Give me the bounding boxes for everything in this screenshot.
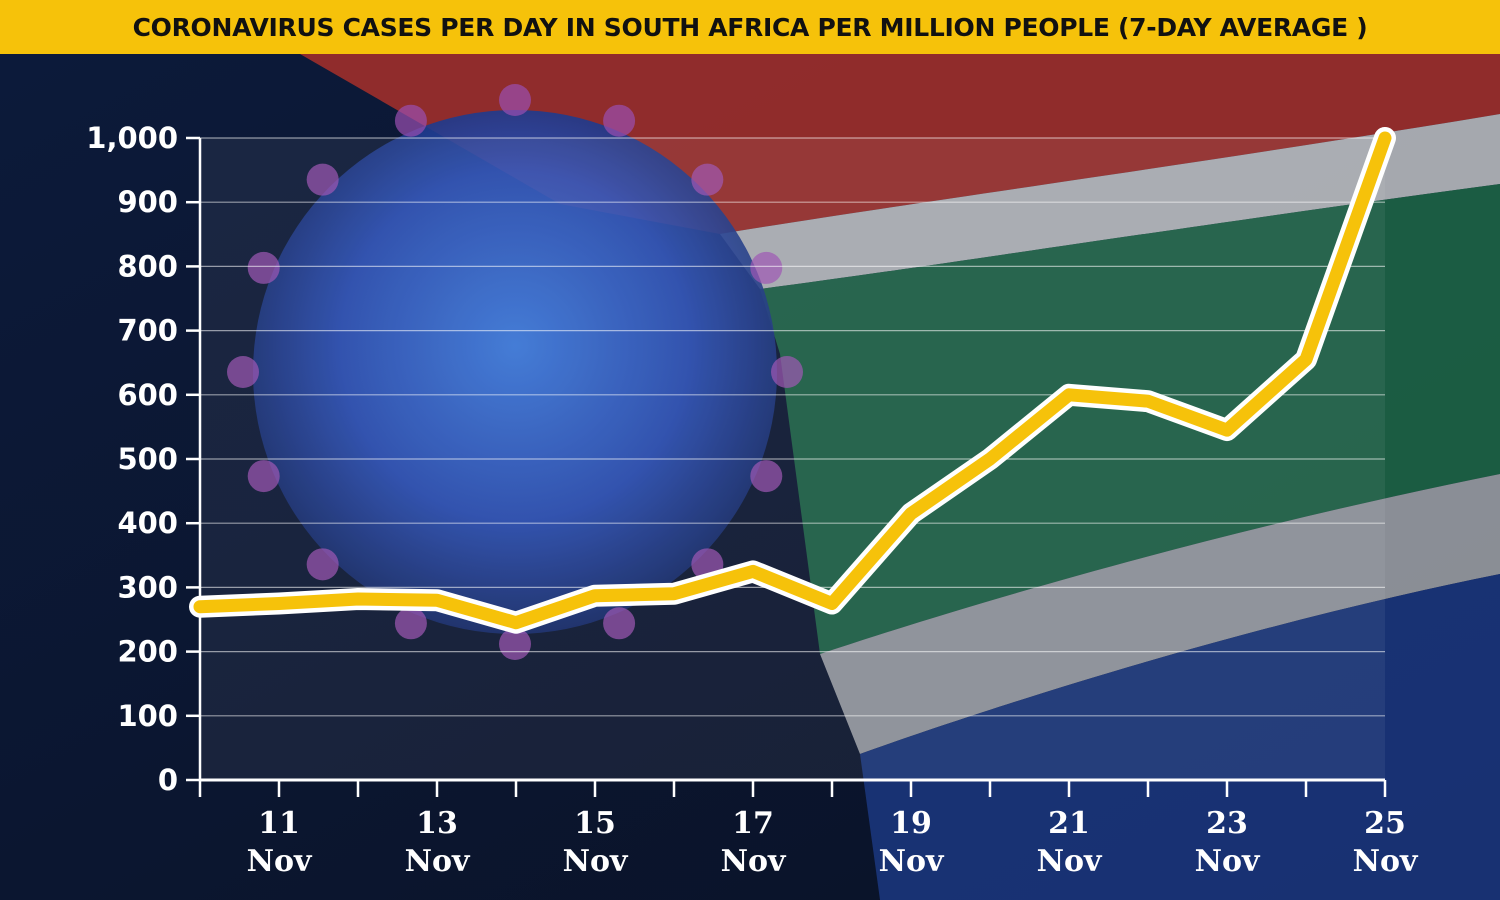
data-point: [1068, 393, 1070, 396]
data-point: [910, 512, 912, 515]
x-tick-label: 11 Nov: [247, 806, 313, 879]
data-point: [1305, 358, 1307, 361]
x-tick-label: 23 Nov: [1195, 806, 1261, 879]
y-tick-label: 400: [117, 506, 178, 540]
grid: [200, 137, 1385, 717]
virus-spike: [394, 104, 427, 137]
flag-blue-band: [860, 574, 1500, 900]
virus-illustration: [227, 84, 803, 660]
flag-white-band-bottom: [820, 474, 1500, 754]
y-tick-label: 500: [117, 442, 178, 476]
virus-spike: [247, 460, 280, 493]
y-tick-label: 300: [117, 570, 178, 604]
virus-body: [253, 110, 777, 634]
y-tick-label: 100: [117, 699, 178, 733]
virus-spike: [750, 460, 783, 493]
virus-spike: [603, 104, 636, 137]
y-tick-label: 800: [117, 249, 178, 283]
x-tick-label: 19 Nov: [879, 806, 945, 879]
data-point: [1147, 400, 1149, 403]
data-point: [989, 458, 991, 460]
virus-spike: [771, 356, 803, 388]
virus-spike: [306, 163, 339, 196]
data-point: [831, 602, 833, 605]
data-point: [594, 594, 596, 597]
y-axis-ticks: 0 100 200 300 400 500 600 700 800 900 1,000: [86, 121, 200, 797]
flag-white-band-top: [720, 114, 1500, 289]
x-tick-label: 15 Nov: [563, 806, 629, 879]
data-point: [199, 605, 201, 608]
x-tick-label: 17 Nov: [721, 806, 787, 879]
title-bar: CORONAVIRUS CASES PER DAY IN SOUTH AFRIC…: [0, 0, 1500, 54]
data-point: [436, 599, 438, 602]
data-point: [673, 592, 675, 595]
virus-spike: [750, 251, 783, 284]
virus-spikes: [227, 84, 803, 660]
virus-spike: [603, 607, 636, 640]
data-point: [515, 621, 517, 624]
x-tick-label: 21 Nov: [1037, 806, 1103, 879]
data-point: [752, 570, 754, 573]
x-tick-label: 13 Nov: [405, 806, 471, 879]
y-tick-label: 0: [158, 763, 178, 797]
virus-spike: [394, 607, 427, 640]
data-point: [1226, 429, 1228, 432]
virus-spike: [247, 251, 280, 284]
data-point: [1384, 137, 1386, 139]
y-tick-label: 900: [117, 185, 178, 219]
y-tick-label: 700: [117, 314, 178, 348]
data-point: [278, 602, 280, 605]
x-tick-label: 25 Nov: [1353, 806, 1419, 879]
y-tick-label: 600: [117, 378, 178, 412]
data-point: [357, 597, 359, 600]
virus-spike: [306, 548, 339, 581]
series-group: [189, 127, 1396, 634]
series-line: [193, 131, 1392, 630]
y-tick-label: 200: [117, 635, 178, 669]
chart-title: CORONAVIRUS CASES PER DAY IN SOUTH AFRIC…: [132, 12, 1368, 42]
flag-green-band: [760, 184, 1500, 654]
background: [0, 54, 1500, 900]
virus-spike: [499, 84, 531, 116]
virus-spike: [691, 163, 724, 196]
x-axis-ticks: 11 Nov 13 Nov 15 Nov 17 Nov 19 Nov 21 Nov 23 Nov 25 Nov: [198, 780, 1419, 879]
virus-spike: [227, 356, 259, 388]
y-tick-label: 1,000: [86, 121, 178, 155]
